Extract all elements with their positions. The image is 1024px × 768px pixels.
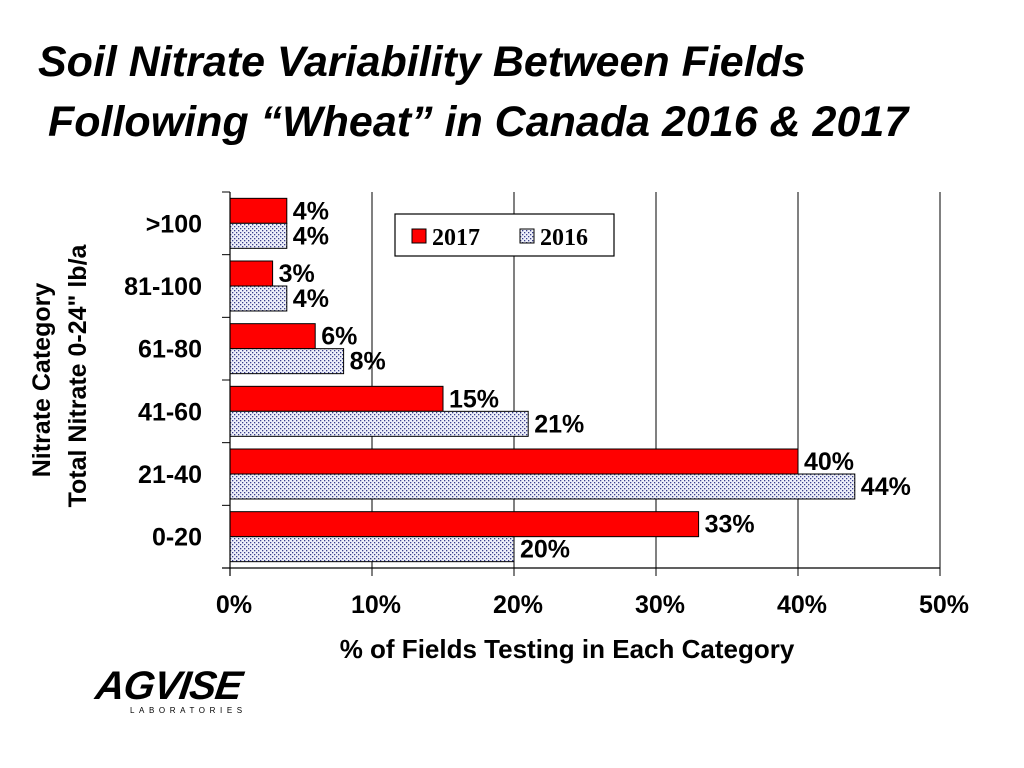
data-label-2017-21-40: 40% (804, 448, 854, 476)
x-tick-label-10: 10% (351, 591, 401, 619)
category-label-41-60: 41-60 (138, 398, 202, 426)
category-label-21-40: 21-40 (138, 461, 202, 489)
bar-2017->100 (229, 197, 288, 224)
logo-wordmark: AGVISE (92, 664, 245, 708)
data-label-2017-0-20: 33% (705, 511, 755, 539)
y-axis-title-line2: Total Nitrate 0-24" lb/a (64, 243, 92, 507)
x-tick-label-20: 20% (493, 591, 543, 619)
x-tick-label-0: 0% (216, 591, 252, 619)
legend-swatch-2017 (411, 228, 427, 244)
data-label-2016->100: 4% (293, 222, 329, 250)
y-axis-title-line1: Nitrate Category (28, 283, 56, 478)
labels-group: 4%4%>1003%4%81-1006%8%61-8015%21%41-6040… (28, 197, 969, 664)
bar-2017-41-60 (229, 385, 444, 412)
bar-2016-81-100 (229, 285, 288, 312)
chart-title-line1: Soil Nitrate Variability Between Fields (38, 38, 806, 86)
data-label-2016-21-40: 44% (861, 473, 911, 501)
data-label-2017-61-80: 6% (321, 323, 357, 351)
bar-2016-41-60 (229, 410, 529, 437)
bar-2016-21-40 (229, 473, 856, 500)
legend-swatch-2016 (519, 228, 535, 244)
bar-2017-81-100 (229, 260, 274, 287)
legend-label-2016: 2016 (540, 225, 588, 251)
data-label-2017-41-60: 15% (449, 385, 499, 413)
bar-2016-0-20 (229, 536, 515, 563)
bar-2017-61-80 (229, 323, 316, 350)
chart-title-line2: Following “Wheat” in Canada 2016 & 2017 (48, 98, 909, 146)
bar-2017-0-20 (229, 511, 700, 538)
legend-label-2017: 2017 (432, 225, 480, 251)
legend: 2017 2016 (394, 213, 615, 257)
legend-box (394, 213, 615, 257)
category-label-61-80: 61-80 (138, 336, 202, 364)
agvise-logo: AGVISE LABORATORIES (92, 664, 256, 720)
data-label-2016-41-60: 21% (534, 410, 584, 438)
data-label-2017->100: 4% (293, 197, 329, 225)
axes-group (222, 191, 941, 576)
category-label-0-20: 0-20 (152, 524, 202, 552)
logo-subtext: LABORATORIES (130, 706, 247, 715)
bars-group (229, 197, 856, 563)
bar-2016-61-80 (229, 348, 345, 375)
bar-2016->100 (229, 222, 288, 249)
x-tick-label-30: 30% (635, 591, 685, 619)
data-label-2016-61-80: 8% (350, 348, 386, 376)
data-label-2017-81-100: 3% (279, 260, 315, 288)
grid-lines (371, 192, 941, 568)
category-label->100: >100 (146, 210, 202, 238)
data-label-2016-81-100: 4% (293, 285, 329, 313)
x-tick-label-40: 40% (777, 591, 827, 619)
x-tick-label-50: 50% (919, 591, 969, 619)
x-axis-title: % of Fields Testing in Each Category (340, 634, 795, 664)
bar-2017-21-40 (229, 448, 799, 475)
data-label-2016-0-20: 20% (520, 536, 570, 564)
category-label-81-100: 81-100 (124, 273, 202, 301)
